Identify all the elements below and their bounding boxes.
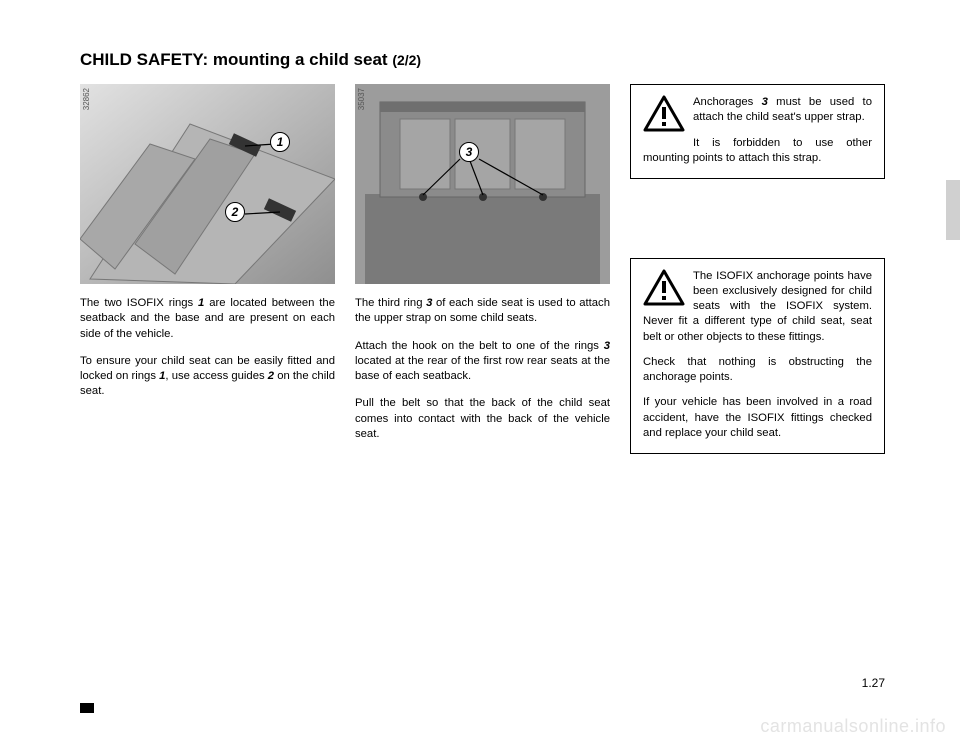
warning-icon [643,95,685,133]
warning-icon [643,269,685,307]
col2-para-1: The third ring 3 of each side seat is us… [355,296,610,327]
col2-para-2: Attach the hook on the belt to one of th… [355,339,610,385]
figure-1: 32862 1 [80,84,335,284]
callout-1: 1 [270,132,290,152]
warning-box-1: Anchorages 3 must be used to attach the … [630,84,885,179]
text: , use access guides [165,370,267,382]
col1-para-1: The two ISOFIX rings 1 are located be­tw… [80,296,335,342]
column-3: Anchorages 3 must be used to attach the … [630,84,885,454]
page-content: CHILD SAFETY: mounting a child seat (2/2… [80,50,885,690]
text: The third ring [355,297,426,309]
ref-3: 3 [604,340,610,352]
warn2-p2: Check that nothing is obstructing the an… [643,355,872,386]
text: The two ISOFIX rings [80,297,198,309]
column-1: 32862 1 [80,84,335,454]
side-tab [946,180,960,240]
page-number: 1.27 [862,676,885,690]
figure-2: 35037 3 [355,84,610,284]
footer-mark [80,703,94,713]
warn1-p2: It is forbidden to use other mounting po… [643,136,872,167]
col1-para-2: To ensure your child seat can be easily … [80,354,335,400]
figure-1-code: 32862 [82,88,93,110]
text: Attach the hook on the belt to one of th… [355,340,604,352]
page-title: CHILD SAFETY: mounting a child seat (2/2… [80,50,885,70]
warn2-p3: If your vehicle has been involved in a r… [643,395,872,441]
column-2: 35037 3 [355,84,610,454]
warning-box-2: The ISOFIX anchorage points have been ex… [630,258,885,455]
figure-2-code: 35037 [357,88,368,110]
callout-2: 2 [225,202,245,222]
col2-para-3: Pull the belt so that the back of the ch… [355,396,610,442]
title-main: CHILD SAFETY: mounting a child seat [80,50,392,69]
title-sub: (2/2) [392,52,421,68]
columns: 32862 1 [80,84,885,454]
callout-3: 3 [459,142,479,162]
figure-2-art [355,84,610,284]
watermark: carmanualsonline.info [760,716,946,737]
figure-1-art [80,84,335,284]
text: Anchorages [693,96,762,108]
text: located at the rear of the first row rea… [355,355,610,382]
